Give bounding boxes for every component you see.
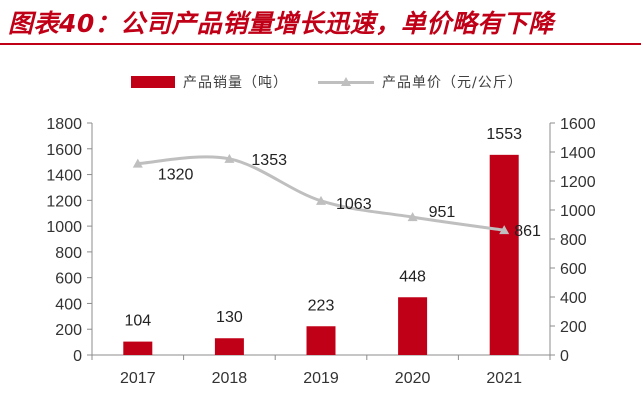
legend-label-price: 产品单价（元/公斤）	[382, 75, 523, 91]
price-data-label: 1063	[336, 196, 372, 213]
price-marker	[499, 225, 510, 235]
price-data-label: 1353	[251, 152, 287, 169]
right-tick-label: 200	[560, 319, 587, 336]
left-tick-label: 1400	[46, 168, 82, 185]
price-data-label: 1320	[158, 167, 194, 184]
volume-bar	[306, 326, 336, 355]
x-tick-label: 2021	[486, 370, 522, 387]
left-tick-label: 1600	[46, 142, 82, 159]
right-tick-label: 1400	[560, 145, 596, 162]
right-tick-label: 1200	[560, 174, 596, 191]
volume-bar	[123, 341, 153, 355]
triangle-marker-icon	[341, 77, 351, 86]
volume-bar	[398, 297, 428, 355]
left-tick-label: 800	[55, 245, 82, 262]
left-tick-label: 400	[55, 296, 82, 313]
x-tick-label: 2018	[212, 370, 248, 387]
volume-data-label: 223	[308, 297, 335, 314]
left-tick-label: 0	[73, 348, 82, 365]
figure-title: 图表40：公司产品销量增长迅速，单价略有下降	[8, 9, 554, 38]
volume-data-label: 130	[216, 309, 243, 326]
price-data-label: 951	[429, 204, 456, 221]
volume-data-label: 448	[399, 268, 426, 285]
volume-bar	[489, 154, 519, 355]
left-tick-label: 1200	[46, 193, 82, 210]
volume-data-label: 1553	[486, 126, 522, 143]
right-tick-label: 400	[560, 290, 587, 307]
volume-bar	[214, 338, 244, 355]
price-data-label: 861	[514, 223, 541, 240]
price-marker	[316, 195, 326, 205]
left-tick-label: 600	[55, 271, 82, 288]
left-tick-label: 200	[55, 322, 82, 339]
legend-label-volume: 产品销量（吨）	[183, 75, 288, 91]
price-marker	[224, 153, 235, 163]
x-tick-label: 2019	[303, 370, 339, 387]
title-underline	[0, 43, 641, 45]
price-marker	[407, 212, 418, 222]
left-tick-label: 1800	[46, 116, 82, 133]
legend-item-price: 产品单价（元/公斤）	[318, 70, 523, 94]
legend-bar-swatch	[131, 76, 175, 88]
chart-legend: 产品销量（吨） 产品单价（元/公斤）	[0, 70, 641, 94]
left-tick-label: 1000	[46, 219, 82, 236]
right-tick-label: 0	[560, 348, 569, 365]
x-tick-label: 2020	[395, 370, 431, 387]
right-tick-label: 1000	[560, 203, 596, 220]
volume-data-label: 104	[124, 313, 151, 330]
legend-item-volume: 产品销量（吨）	[131, 70, 288, 94]
legend-line-swatch	[318, 75, 374, 89]
figure-header: 图表40：公司产品销量增长迅速，单价略有下降	[0, 0, 641, 45]
right-tick-label: 1600	[560, 116, 596, 133]
x-tick-label: 2017	[120, 370, 156, 387]
right-tick-label: 800	[560, 232, 587, 249]
right-tick-label: 600	[560, 261, 587, 278]
price-marker	[132, 158, 143, 168]
